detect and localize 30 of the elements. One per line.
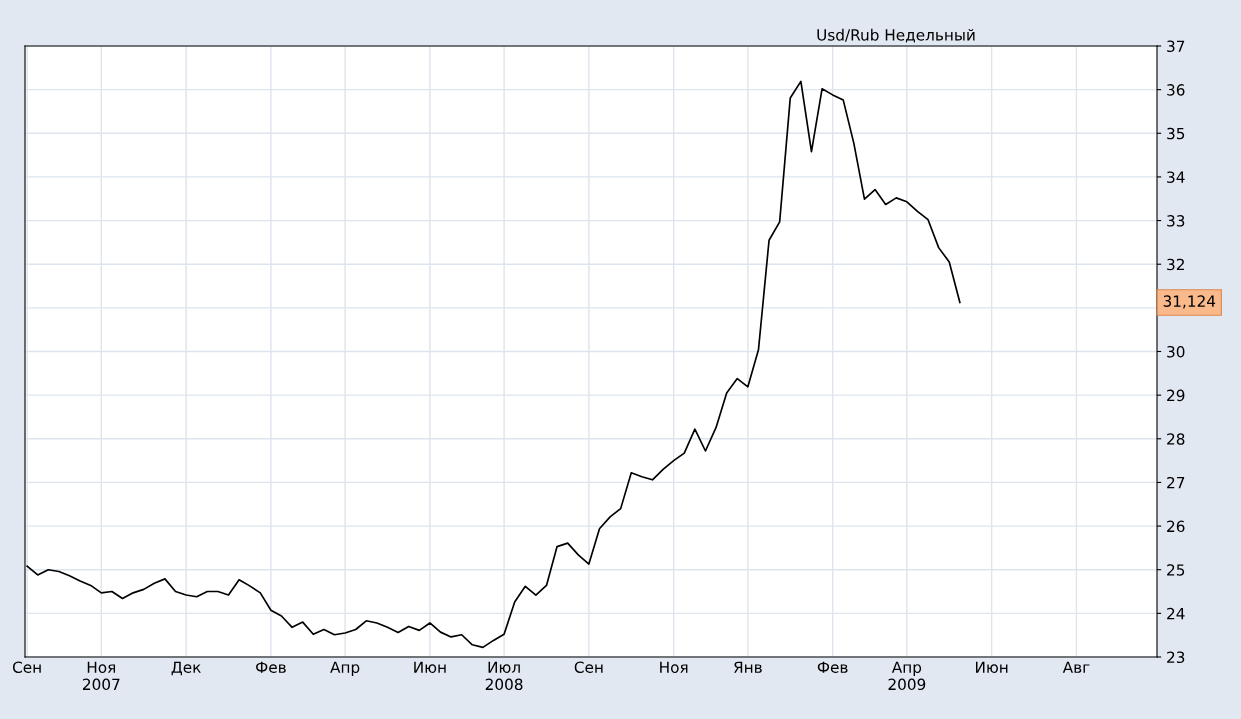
x-tick-label: Сен: [574, 661, 603, 673]
chart-title: Usd/Rub Недельный: [817, 28, 975, 43]
x-tick-label: Фев: [256, 661, 286, 673]
x-tick-label: Июн: [414, 661, 446, 673]
x-tick-label: Авг: [1062, 661, 1090, 673]
x-tick-label: Апр: [330, 661, 360, 676]
y-tick-label: 32: [1167, 258, 1184, 271]
x-tick-label: Янв: [734, 661, 762, 673]
y-tick-label: 35: [1167, 127, 1185, 140]
y-tick-label: 23: [1167, 651, 1185, 664]
y-tick-label: 34: [1167, 171, 1185, 183]
x-tick-label: Июн: [976, 661, 1008, 673]
x-tick-label: Сен: [12, 661, 41, 673]
y-tick-label: 26: [1167, 520, 1185, 533]
y-tick-label: 36: [1167, 84, 1185, 96]
x-tick-label: Ноя: [660, 661, 688, 673]
y-tick-label: 37: [1167, 40, 1185, 53]
y-tick-label: 25: [1167, 564, 1185, 576]
x-tick-label: Ноя 2007: [82, 661, 120, 691]
x-tick-label: Дек: [171, 661, 201, 676]
y-tick-label: 29: [1167, 389, 1185, 402]
x-tick-label: Июл 2008: [485, 661, 523, 691]
x-tick-label: Апр 2009: [888, 661, 926, 691]
text: 31,124: [1163, 295, 1216, 309]
y-tick-label: 30: [1167, 345, 1185, 358]
y-tick-label: 33: [1167, 215, 1185, 227]
x-tick-label: Фев: [817, 661, 848, 673]
y-tick-label: 27: [1167, 476, 1185, 489]
y-tick-label: 24: [1167, 607, 1185, 620]
y-tick-label: 28: [1167, 433, 1185, 445]
